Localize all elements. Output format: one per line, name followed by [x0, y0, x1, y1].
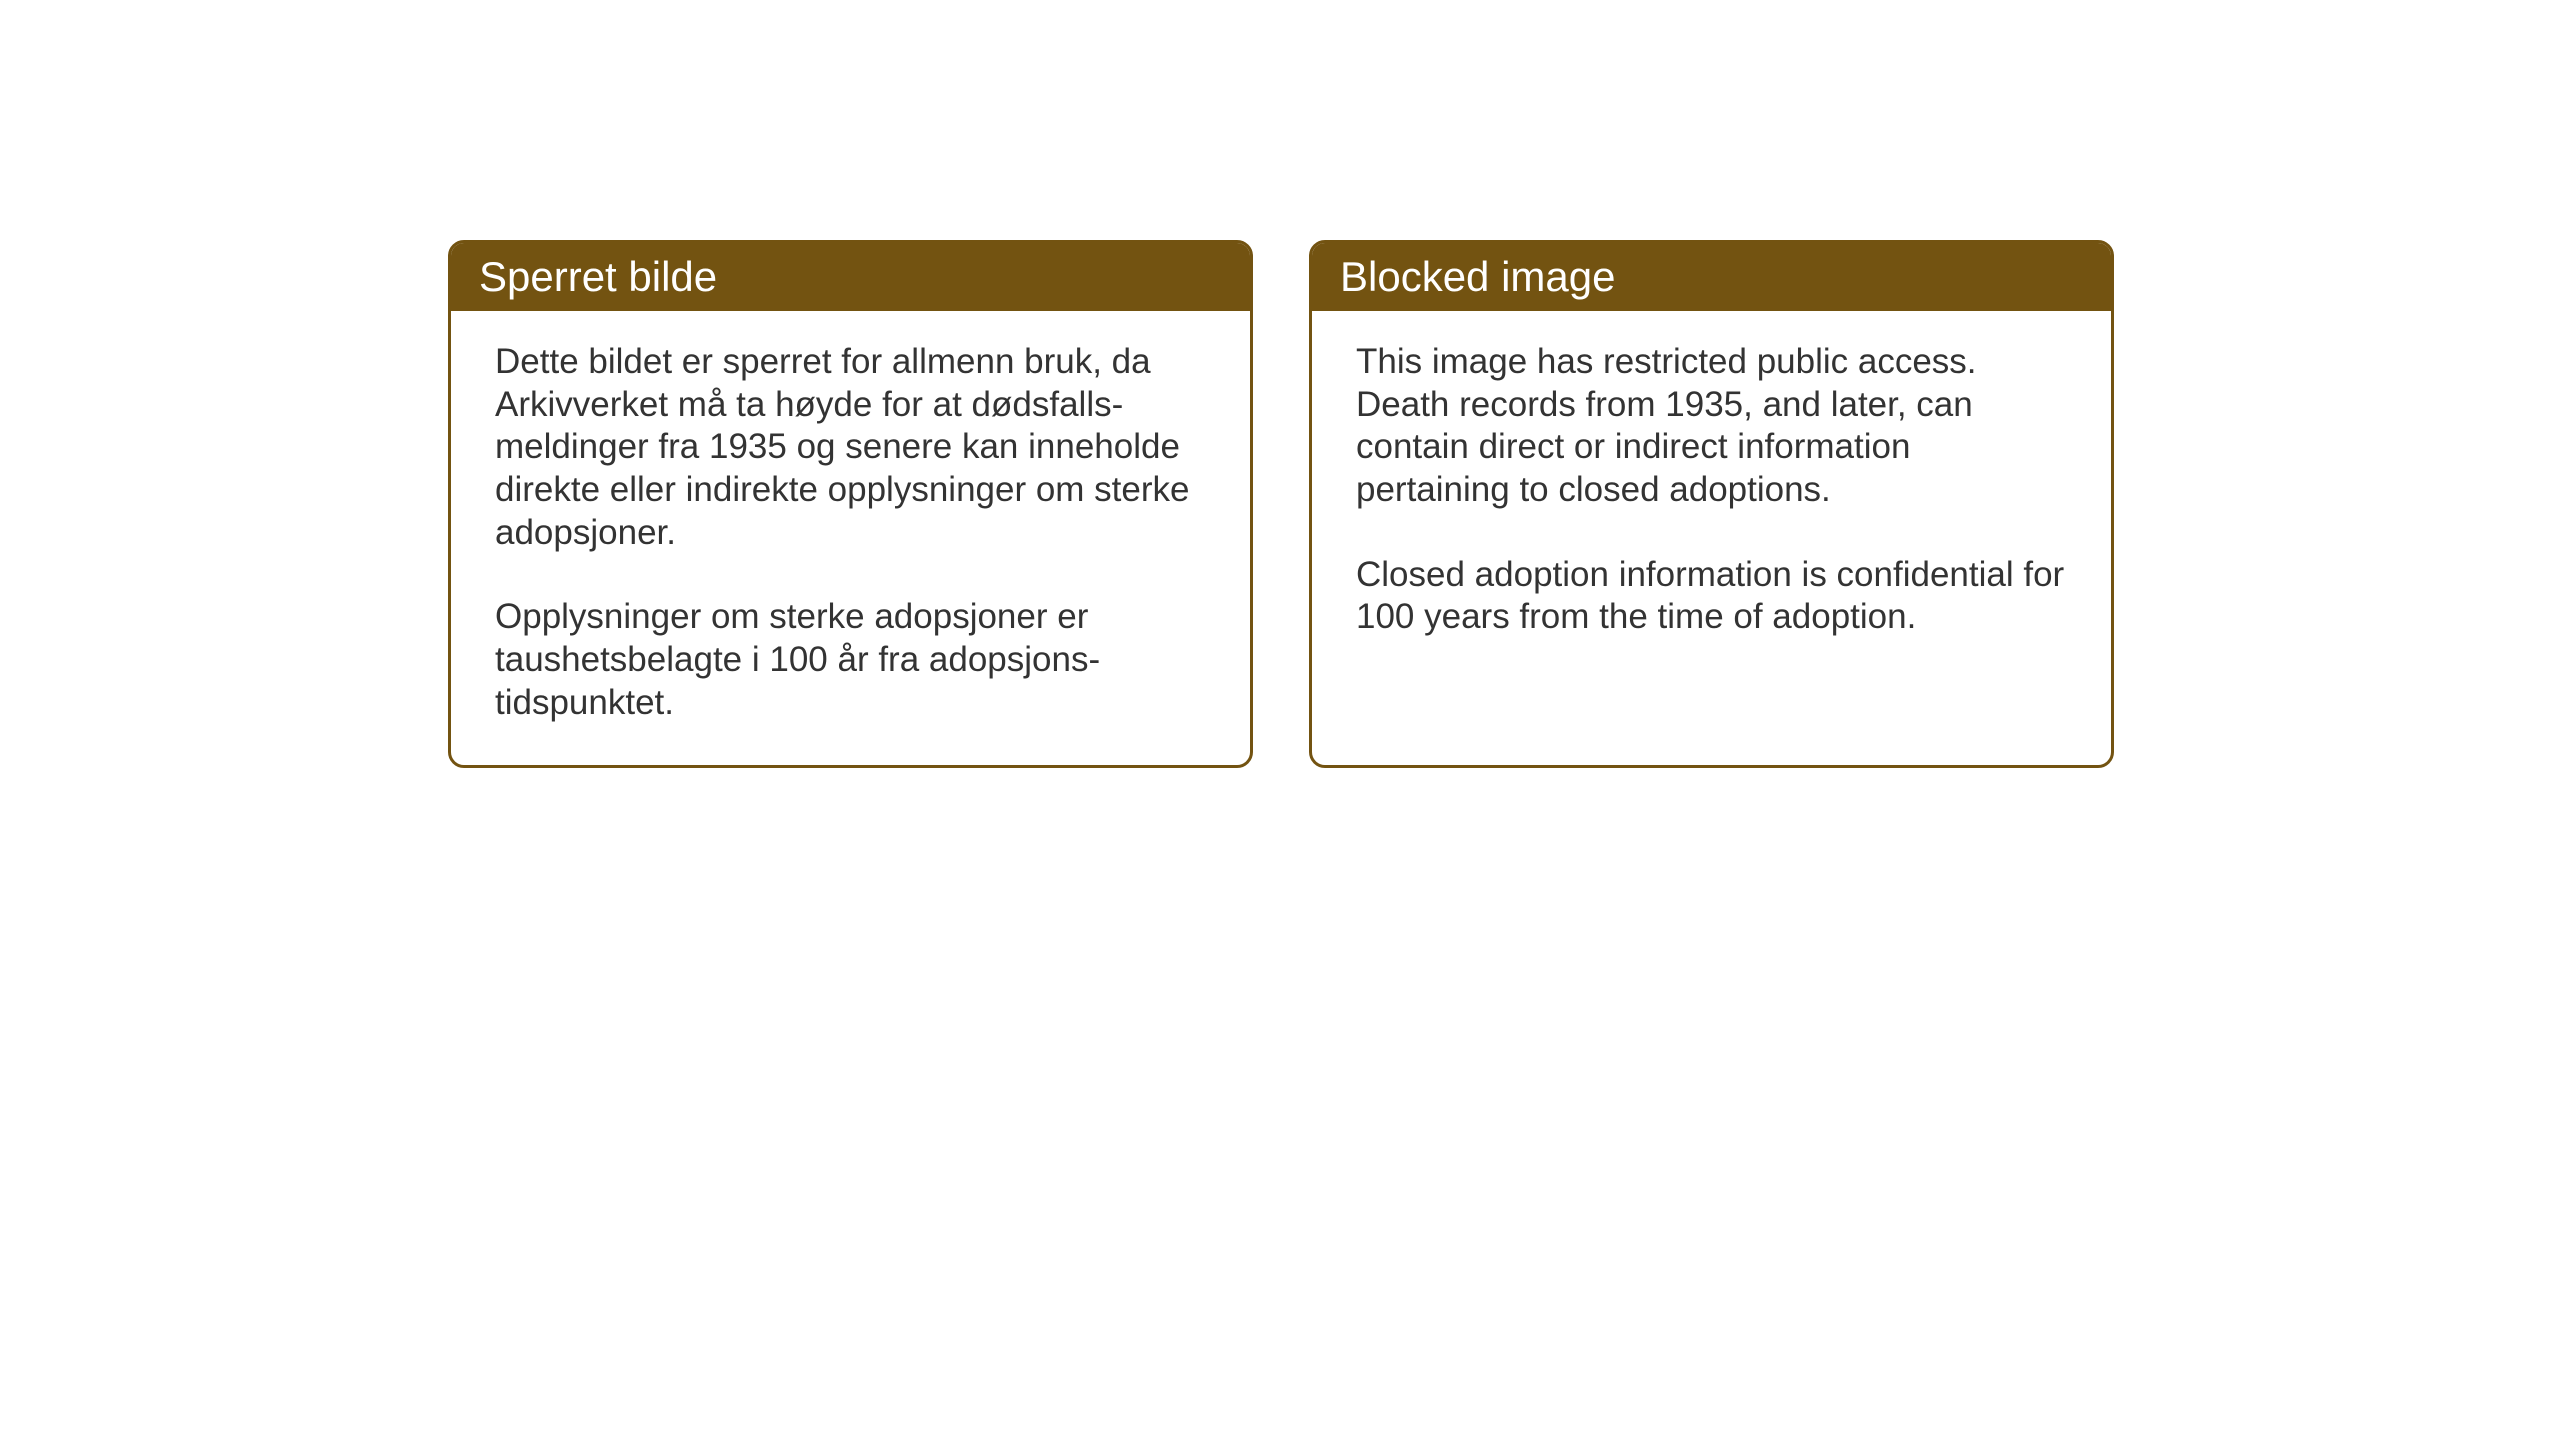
notice-card-norwegian: Sperret bilde Dette bildet er sperret fo… [448, 240, 1253, 768]
notice-body-english: This image has restricted public access.… [1312, 311, 2111, 679]
notice-paragraph-1-english: This image has restricted public access.… [1356, 341, 2067, 512]
notice-paragraph-2-norwegian: Opplysninger om sterke adopsjoner er tau… [495, 596, 1206, 724]
notice-title-norwegian: Sperret bilde [479, 253, 717, 300]
notice-title-english: Blocked image [1340, 253, 1615, 300]
notice-header-norwegian: Sperret bilde [451, 243, 1250, 311]
notice-card-english: Blocked image This image has restricted … [1309, 240, 2114, 768]
notice-body-norwegian: Dette bildet er sperret for allmenn bruk… [451, 311, 1250, 765]
notice-paragraph-2-english: Closed adoption information is confident… [1356, 554, 2067, 639]
notice-header-english: Blocked image [1312, 243, 2111, 311]
notice-container: Sperret bilde Dette bildet er sperret fo… [448, 240, 2114, 768]
notice-paragraph-1-norwegian: Dette bildet er sperret for allmenn bruk… [495, 341, 1206, 554]
